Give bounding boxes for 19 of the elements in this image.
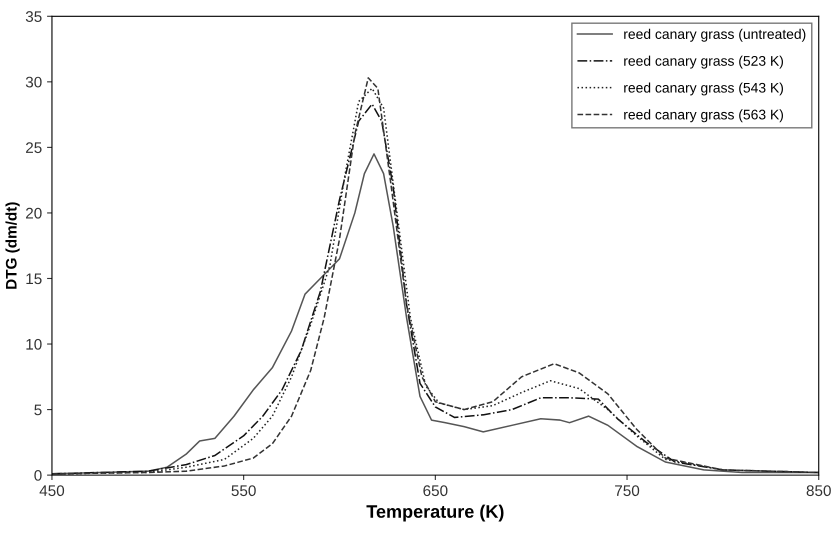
legend-label: reed canary grass (563 K) [624, 109, 783, 122]
x-tick-label: 550 [232, 485, 256, 496]
y-tick-label: 10 [26, 338, 42, 350]
y-tick-label: 0 [34, 470, 42, 481]
y-tick-label: 15 [26, 274, 42, 284]
y-tick-label: 25 [26, 142, 42, 154]
y-tick-label: 20 [26, 208, 42, 219]
x-tick-label: 750 [615, 485, 640, 496]
x-tick-label: 850 [806, 485, 831, 496]
x-tick-label: 450 [40, 485, 64, 496]
y-tick-label: 30 [26, 76, 42, 88]
legend-label: reed canary grass (untreated) [624, 28, 806, 42]
legend-label: reed canary grass (523 K) [624, 56, 783, 69]
legend-label: reed canary grass (543 K) [624, 82, 783, 96]
y-tick-label: 35 [26, 11, 42, 22]
x-tick-label: 650 [423, 485, 448, 496]
y-axis-title: DTG (dm/dt) [5, 202, 20, 289]
x-axis-title: Temperature (K) [366, 504, 504, 522]
y-tick-label: 5 [34, 404, 42, 416]
